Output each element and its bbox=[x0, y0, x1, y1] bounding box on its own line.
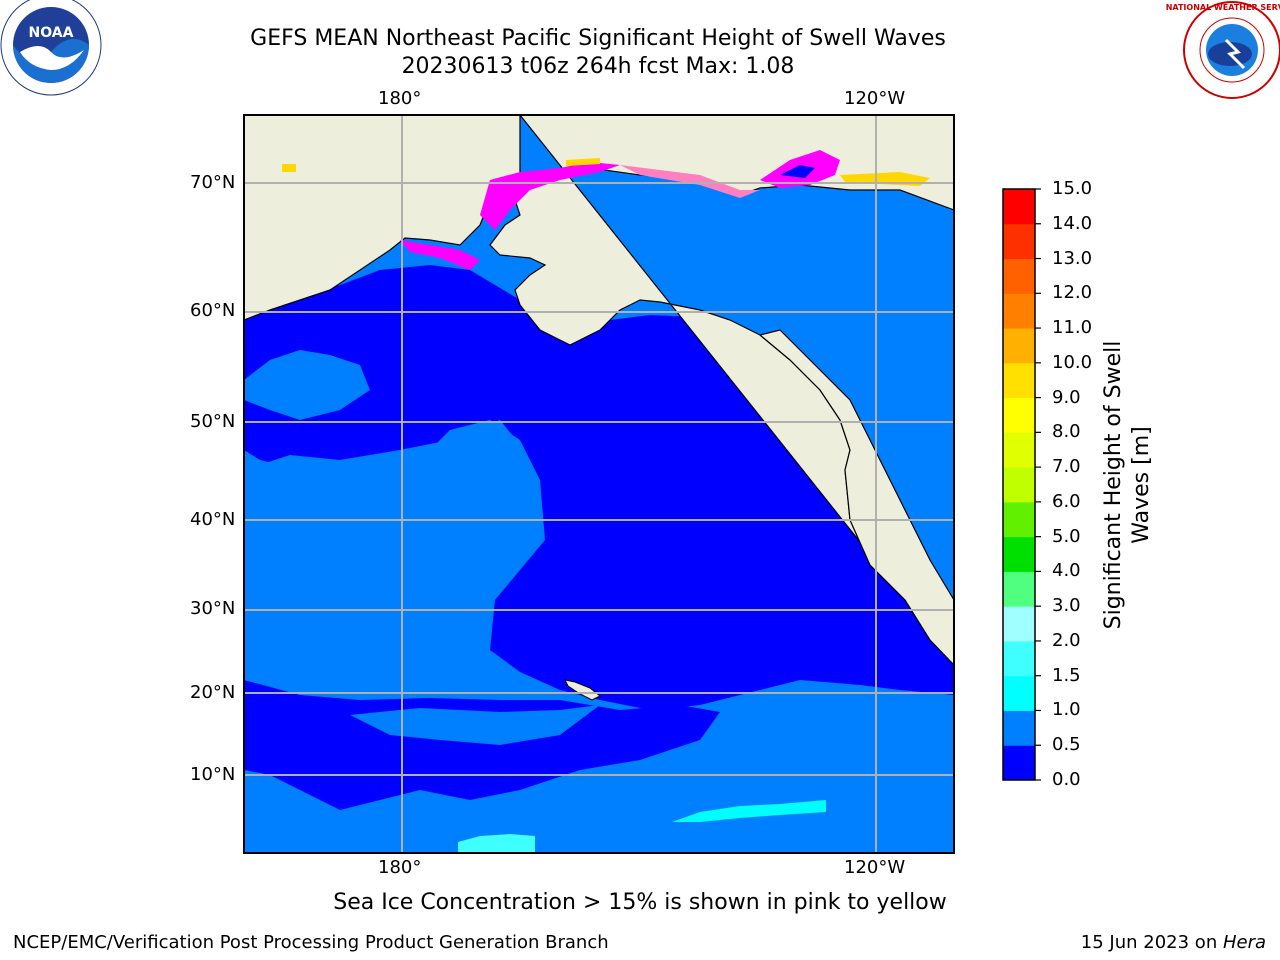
sea-ice-note: Sea Ice Concentration > 15% is shown in … bbox=[333, 890, 947, 915]
colorbar-tick-label: 9.0 bbox=[1052, 386, 1081, 408]
colorbar-tick-label: 6.0 bbox=[1052, 490, 1081, 512]
colorbar-bin bbox=[1003, 432, 1035, 468]
colorbar-bin bbox=[1003, 328, 1035, 364]
colorbar-bin bbox=[1003, 745, 1035, 781]
colorbar-tick-label: 15.0 bbox=[1052, 178, 1093, 199]
map-title: GEFS MEAN Northeast Pacific Significant … bbox=[250, 26, 946, 51]
colorbar-tick-label: 5.0 bbox=[1052, 525, 1081, 547]
footer-credit: NCEP/EMC/Verification Post Processing Pr… bbox=[13, 932, 609, 953]
colorbar-tick-label: 7.0 bbox=[1052, 456, 1081, 478]
lon-label-top-180: 180° bbox=[378, 88, 422, 109]
footer-date-text: 15 Jun 2023 on bbox=[1080, 932, 1223, 953]
map-frame bbox=[243, 114, 955, 854]
lat-label-20n: 20°N bbox=[190, 682, 236, 703]
colorbar-tick-label: 1.0 bbox=[1052, 699, 1081, 721]
colorbar-tick-label: 0.5 bbox=[1052, 734, 1081, 756]
colorbar-bin bbox=[1003, 467, 1035, 503]
swell-zone-patch-w bbox=[244, 420, 520, 548]
colorbar-bin bbox=[1003, 293, 1035, 329]
lon-label-bottom-120w: 120°W bbox=[844, 857, 906, 878]
lat-label-60n: 60°N bbox=[190, 300, 236, 321]
graticule bbox=[244, 115, 954, 853]
lat-label-30n: 30°N bbox=[190, 598, 236, 619]
sea-ice-beaufort-core bbox=[780, 165, 815, 178]
sea-ice-chukchi bbox=[480, 162, 620, 230]
colorbar-tick-label: 10.0 bbox=[1052, 351, 1093, 373]
colorbar-bin bbox=[1003, 362, 1035, 399]
lat-label-70n: 70°N bbox=[190, 172, 236, 193]
map-area bbox=[244, 115, 954, 853]
colorbar-tick-label: 8.0 bbox=[1052, 421, 1081, 443]
colorbar-tick-label: 14.0 bbox=[1052, 212, 1093, 234]
colorbar-tick-label: 0.0 bbox=[1052, 769, 1081, 790]
colorbar-bin bbox=[1003, 710, 1035, 746]
colorbar-tick-label: 2.0 bbox=[1052, 629, 1081, 651]
footer-date: 15 Jun 2023 on Hera bbox=[1081, 932, 1266, 953]
colorbar-bin bbox=[1003, 571, 1035, 607]
swell-zone-patch-nw bbox=[244, 350, 370, 420]
colorbar-frame bbox=[1002, 188, 1036, 781]
colorbar-bin bbox=[1003, 501, 1035, 538]
colorbar-bin bbox=[1003, 258, 1035, 294]
colorbar-bin bbox=[1003, 189, 1035, 225]
sea-ice-yellow-2 bbox=[282, 164, 296, 172]
colorbar-bin bbox=[1003, 397, 1035, 433]
land-hawaii bbox=[564, 679, 601, 701]
colorbar-bin bbox=[1003, 606, 1035, 642]
svg-text:NATIONAL WEATHER SERVICE: NATIONAL WEATHER SERVICE bbox=[1166, 3, 1280, 12]
colorbar-tick-label: 1.5 bbox=[1052, 664, 1081, 686]
lat-label-10n: 10°N bbox=[190, 764, 236, 785]
lat-label-40n: 40°N bbox=[190, 509, 236, 530]
sea-ice-chukchi-edge bbox=[620, 165, 760, 198]
colorbar-bin bbox=[1003, 536, 1035, 572]
noaa-logo: NOAA bbox=[0, 0, 102, 96]
colorbar-bin bbox=[1003, 640, 1035, 677]
lat-label-50n: 50°N bbox=[190, 411, 236, 432]
colorbar-bin bbox=[1003, 675, 1035, 711]
land-north-america bbox=[758, 115, 954, 666]
colorbar-tick-label: 13.0 bbox=[1052, 247, 1093, 269]
colorbar-tick-label: 4.0 bbox=[1052, 560, 1081, 582]
footer-host: Hera bbox=[1222, 932, 1266, 953]
lon-label-bottom-180: 180° bbox=[378, 857, 422, 878]
map-subtitle: 20230613 t06z 264h fcst Max: 1.08 bbox=[401, 54, 795, 79]
swell-zone-1-0-1-5-a bbox=[672, 800, 826, 822]
swell-zone-1-0-1-5-b bbox=[458, 834, 535, 853]
colorbar-bin bbox=[1003, 223, 1035, 260]
colorbar-tick-label: 11.0 bbox=[1052, 317, 1093, 339]
sea-ice-bering bbox=[400, 240, 480, 270]
colorbar-title: Significant Height of Swell Waves [m] bbox=[1101, 340, 1154, 630]
swell-zone-band-low bbox=[244, 680, 720, 810]
sea-ice-yellow-3 bbox=[566, 158, 600, 166]
swell-zone-patch-sw bbox=[350, 705, 600, 745]
colorbar-tick-label: 3.0 bbox=[1052, 595, 1081, 617]
lon-label-top-120w: 120°W bbox=[844, 88, 906, 109]
colorbar bbox=[1003, 188, 1041, 781]
colorbar-tick-label: 12.0 bbox=[1052, 282, 1093, 304]
noaa-logo-text: NOAA bbox=[29, 25, 74, 41]
nws-logo: NATIONAL WEATHER SERVICE bbox=[1166, 1, 1280, 99]
swell-zone-patch-w2 bbox=[244, 480, 535, 690]
